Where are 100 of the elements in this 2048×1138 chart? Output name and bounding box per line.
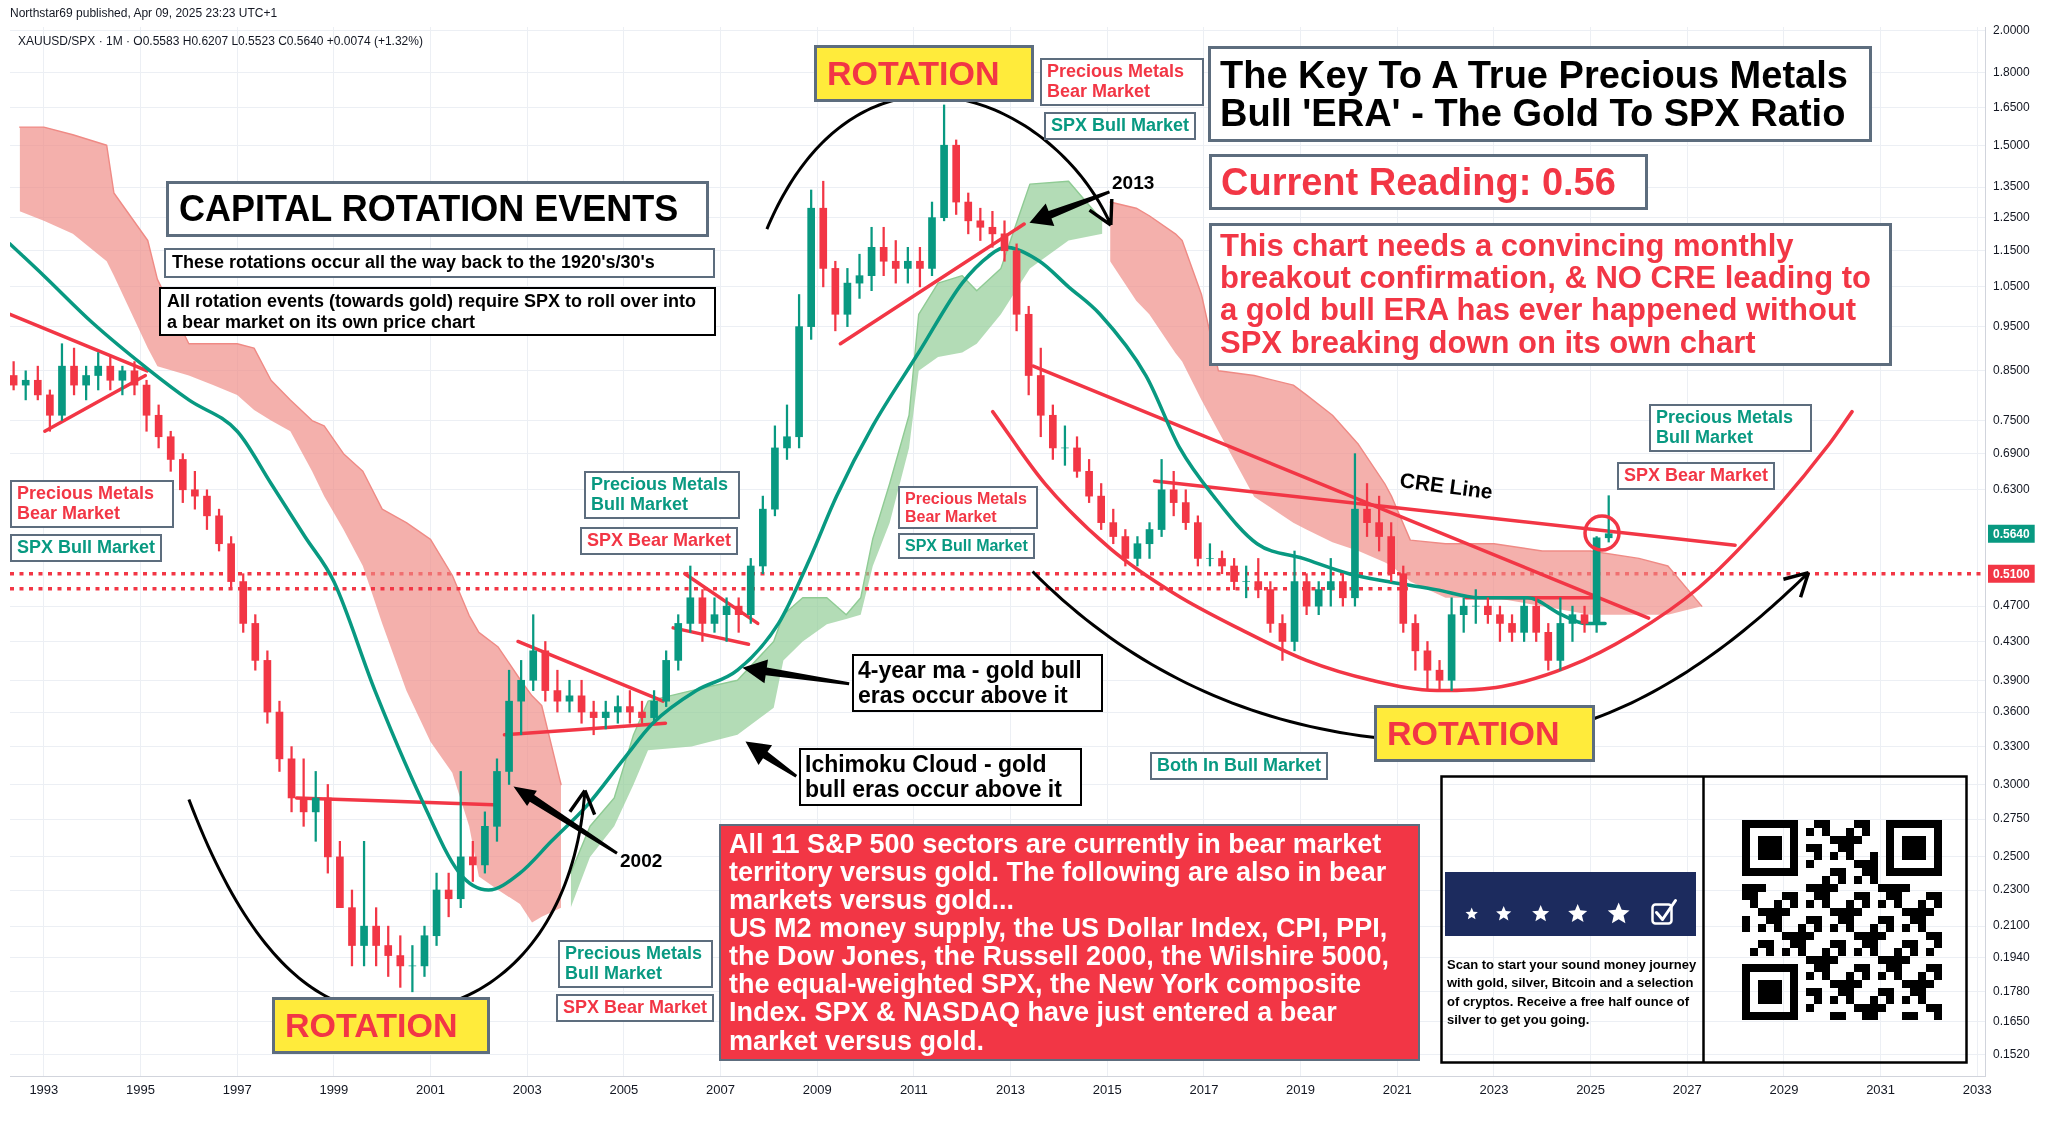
text-frame: CAPITAL ROTATION EVENTS: [166, 181, 709, 237]
y-tick-label: 0.6900: [1993, 445, 2031, 460]
annotation: Precious Metals Bear Market: [1047, 61, 1185, 101]
x-tick-label: 2027: [1672, 1082, 1702, 1098]
y-tick-label: 1.6500: [1993, 99, 2031, 114]
y-tick-label: 1.8000: [1993, 65, 2031, 80]
y-tick-label: 1.2500: [1993, 209, 2031, 224]
y-tick-label: 0.4300: [1993, 633, 2031, 648]
y-tick-label: 1.3500: [1993, 179, 2031, 194]
y-tick-label: 1.1500: [1993, 243, 2031, 258]
y-tick-label: 0.1780: [1993, 984, 2031, 999]
y-tick-label: 0.1520: [1993, 1046, 2031, 1061]
x-tick-label: 1993: [29, 1082, 59, 1098]
text-frame: SPX Bull Market: [898, 533, 1035, 559]
x-tick-label: 2011: [899, 1082, 928, 1098]
text-frame: Precious Metals Bull Market: [1649, 404, 1812, 452]
annotation: ROTATION: [285, 1006, 458, 1044]
text-frame: All rotation events (towards gold) require SPX to roll over into a bear market on its own price chart: [159, 287, 716, 337]
text-frame: SPX Bull Market: [10, 534, 163, 562]
text-frame: This chart needs a convincing monthly breakout confirmation, & NO CRE leading to a gold bull ERA has ever happened without SPX breaking down on its own chart: [1209, 223, 1892, 366]
annotation: SPX Bear Market: [1624, 465, 1769, 485]
y-tick-label: 0.7500: [1993, 412, 2031, 427]
x-tick-label: 2007: [706, 1082, 735, 1098]
y-tick-label: 0.4700: [1993, 598, 2031, 613]
annotation: CRE Line: [1398, 468, 1495, 505]
text-frame: ROTATION: [1374, 705, 1595, 762]
y-tick-label: 0.2500: [1993, 849, 2031, 864]
y-tick-label: 1.5000: [1993, 137, 2031, 152]
text-frame: ROTATION: [814, 45, 1034, 102]
text-frame: 4-year ma - gold bull eras occur above it: [852, 654, 1103, 713]
annotation: Ichimoku Cloud - gold bull eras occur above it: [805, 751, 1062, 803]
x-tick-label: 1995: [126, 1082, 155, 1098]
y-tick-label: 0.3600: [1993, 704, 2031, 719]
annotation: SPX Bear Market: [563, 997, 708, 1017]
annotation: Precious Metals Bull Market: [1656, 407, 1794, 447]
x-tick-label: 2005: [609, 1082, 639, 1098]
x-tick-label: 2021: [1382, 1082, 1412, 1098]
annotation: SPX Bull Market: [17, 537, 156, 557]
x-tick-label: 2017: [1189, 1082, 1219, 1098]
y-tick-label: 0.2300: [1993, 882, 2031, 897]
x-tick-label: 1997: [222, 1082, 252, 1098]
text: 0.5640: [1993, 526, 2031, 541]
x-tick-label: 2029: [1769, 1082, 1799, 1098]
text-frame: Precious Metals Bear Market: [10, 480, 174, 528]
annotation: XAUUSD/SPX · 1M · O0.5583 H0.6207 L0.5523 C0.5640 +0.0074 (+1.32%): [18, 34, 423, 49]
annotation: CAPITAL ROTATION EVENTS: [179, 188, 679, 229]
x-tick-label: 2025: [1576, 1082, 1606, 1098]
text-frame: SPX Bull Market: [1044, 112, 1197, 140]
annotation: Precious Metals Bear Market: [17, 483, 155, 523]
text-frame: Both In Bull Market: [1150, 752, 1328, 780]
x-tick-label: 2015: [1092, 1082, 1122, 1098]
text-frame: SPX Bear Market: [580, 527, 739, 555]
annotation: SPX Bear Market: [587, 530, 732, 550]
text-frame: Precious Metals Bull Market: [558, 940, 713, 988]
y-tick-label: 2.0000: [1993, 23, 2031, 38]
text-frame: Precious Metals Bear Market: [1040, 58, 1204, 106]
x-tick-label: 1999: [319, 1082, 349, 1098]
y-tick-label: 0.3900: [1993, 672, 2031, 687]
x-tick-label: 2001: [416, 1082, 445, 1098]
y-tick-label: 0.1650: [1993, 1014, 2031, 1029]
y-tick-label: 0.6300: [1993, 482, 2031, 497]
annotation: SPX Bull Market: [1051, 115, 1190, 135]
text-frame: Precious Metals Bear Market: [898, 486, 1038, 530]
annotation: Precious Metals Bull Market: [591, 474, 729, 514]
y-tick-label: 0.2750: [1993, 811, 2031, 826]
y-tick-label: 0.2100: [1993, 918, 2031, 933]
text-frame: Precious Metals Bull Market: [584, 471, 740, 519]
text-frame: SPX Bear Market: [556, 994, 715, 1022]
x-tick-label: 2031: [1866, 1082, 1896, 1098]
y-tick-label: 1.0500: [1993, 279, 2031, 294]
y-tick-label: 0.3000: [1993, 776, 2031, 791]
annotation: Both In Bull Market: [1157, 755, 1322, 775]
text: Northstar69 published, Apr 09, 2025 23:23 UTC+1: [10, 6, 278, 21]
text-frame: All 11 S&P 500 sectors are currently in bear market territory versus gold. The following are also in bear markets versus gold... US M2 money supply, the US Dollar Index, CPI, PPI, the Dow Jones, the Russell 2000, the Wilshire 5000, the equal-weighted SPX, the New York composite Index. SPX & NASDAQ have just entered a bear market versus gold.: [719, 824, 1420, 1061]
x-tick-label: 2033: [1962, 1082, 1992, 1098]
x-tick-label: 2023: [1479, 1082, 1509, 1098]
annotation: Precious Metals Bear Market: [905, 490, 1027, 525]
annotation: Precious Metals Bull Market: [565, 943, 703, 983]
annotation: 2002: [620, 850, 663, 872]
text-frame: Current Reading: 0.56: [1209, 154, 1648, 210]
y-tick-label: 0.8500: [1993, 363, 2031, 378]
annotation: Scan to start your sound money journey with gold, silver, Bitcoin and a selection of cryptos. Receive a free half ounce of silver to get you going.: [1447, 956, 1698, 1030]
ref-line-label: 0.5100: [1993, 566, 2031, 581]
x-tick-label: 2009: [802, 1082, 832, 1098]
annotation: ROTATION: [1387, 714, 1560, 752]
y-tick-label: 0.1940: [1993, 949, 2031, 964]
annotation: 4-year ma - gold bull eras occur above it: [858, 657, 1082, 709]
y-tick-label: 0.3300: [1993, 738, 2031, 753]
text-frame: The Key To A True Precious Metals Bull 'ERA' - The Gold To SPX Ratio: [1208, 46, 1872, 142]
x-tick-label: 2003: [512, 1082, 542, 1098]
annotation: ROTATION: [827, 54, 1000, 92]
text-frame: Ichimoku Cloud - gold bull eras occur above it: [799, 748, 1082, 807]
x-tick-label: 2013: [996, 1082, 1026, 1098]
annotation: 2013: [1112, 172, 1155, 194]
annotation: All rotation events (towards gold) require SPX to roll over into a bear market on its own price chart: [167, 291, 697, 332]
x-tick-label: 2019: [1286, 1082, 1316, 1098]
annotation: SPX Bull Market: [905, 537, 1028, 554]
y-tick-label: 0.9500: [1993, 318, 2031, 333]
text-frame: ROTATION: [272, 997, 490, 1054]
text-frame: SPX Bear Market: [1617, 462, 1776, 490]
